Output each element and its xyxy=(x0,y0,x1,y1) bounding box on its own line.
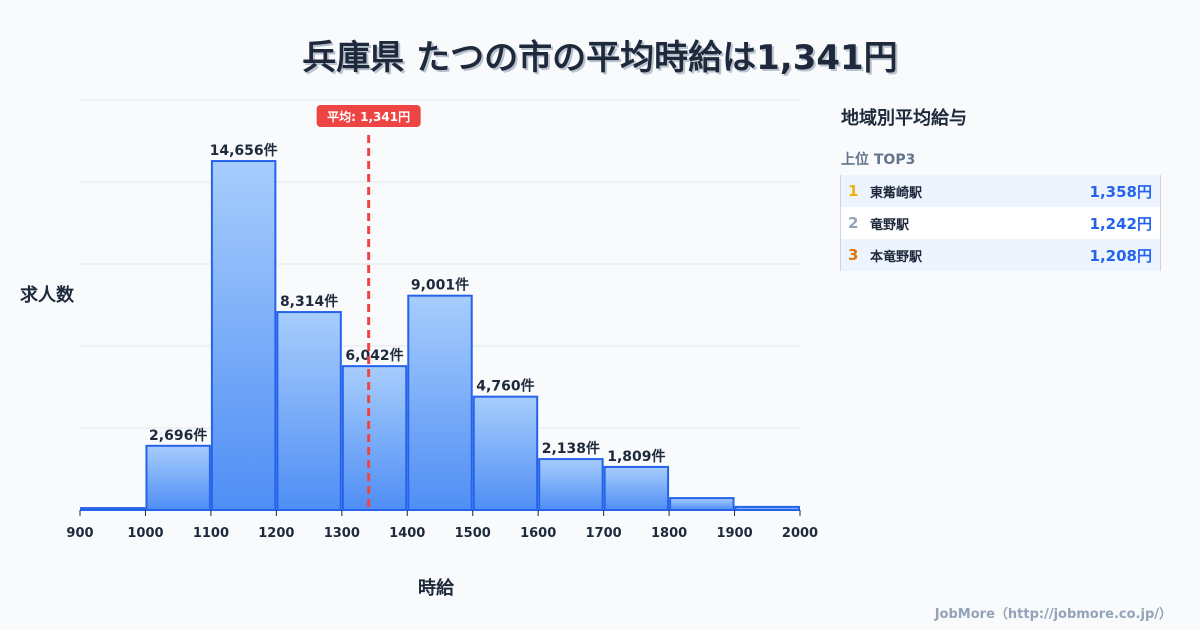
x-tick-label: 1900 xyxy=(716,526,752,541)
bar-value-label: 2,138件 xyxy=(542,440,600,457)
regional-panel-title: 地域別平均給与 xyxy=(841,108,967,129)
station-name: 本竜野駅 xyxy=(870,249,923,265)
histogram-bar xyxy=(603,465,670,511)
regional-panel-subtitle: 上位 TOP3 xyxy=(841,152,916,168)
rank-number: 2 xyxy=(848,214,859,232)
bar-value-label: 4,760件 xyxy=(476,378,534,395)
bar-value-label: 14,656件 xyxy=(210,142,278,159)
histogram-bar xyxy=(80,507,146,512)
average-wage: 1,208円 xyxy=(1089,246,1152,265)
histogram-bar xyxy=(538,458,604,512)
ranking-row: 2 竜野駅 1,242円 xyxy=(841,207,1160,239)
histogram-bar xyxy=(341,365,408,511)
x-tick-label: 1700 xyxy=(586,526,622,541)
page-title: 兵庫県 たつの市の平均時給は1,341円 xyxy=(302,38,898,78)
bar-value-label: 1,809件 xyxy=(607,448,665,465)
x-tick-label: 1600 xyxy=(520,526,556,541)
x-tick-label: 1300 xyxy=(324,526,360,541)
average-badge xyxy=(316,105,421,127)
histogram-bar xyxy=(734,505,801,511)
x-tick-label: 1200 xyxy=(258,526,294,541)
x-tick-label: 1800 xyxy=(651,526,687,541)
histogram-bar xyxy=(276,311,342,511)
bar-value-label: 2,696件 xyxy=(149,427,207,444)
ranking-table: 1 東觜崎駅 1,358円 2 竜野駅 1,242円 3 本竜野駅 1,208円 xyxy=(840,175,1161,271)
x-tick-label: 1400 xyxy=(389,526,425,541)
ranking-row: 3 本竜野駅 1,208円 xyxy=(841,239,1160,271)
bar-value-label: 8,314件 xyxy=(280,293,338,310)
rank-number: 3 xyxy=(848,246,859,264)
histogram-bar xyxy=(472,395,539,511)
average-wage: 1,358円 xyxy=(1089,182,1152,201)
x-tick-label: 1000 xyxy=(127,526,163,541)
histogram-bar xyxy=(145,444,211,511)
average-badge-label: 平均: 1,341円 xyxy=(327,109,410,124)
station-name: 東觜崎駅 xyxy=(870,185,923,201)
footer-credit: JobMore（http://jobmore.co.jp/） xyxy=(934,607,1172,622)
ranking-row: 1 東觜崎駅 1,358円 xyxy=(841,175,1160,207)
x-tick-label: 1100 xyxy=(193,526,229,541)
x-axis-label: 時給 xyxy=(418,578,454,599)
x-tick-label: 900 xyxy=(66,526,93,541)
x-tick-label: 1500 xyxy=(455,526,491,541)
bar-value-label: 6,042件 xyxy=(345,347,403,364)
rank-number: 1 xyxy=(848,182,859,200)
histogram-bar xyxy=(210,160,277,512)
station-name: 竜野駅 xyxy=(870,217,910,233)
average-wage: 1,242円 xyxy=(1089,214,1152,233)
histogram-bar xyxy=(669,497,735,512)
bar-value-label: 9,001件 xyxy=(411,277,469,294)
x-tick-label: 2000 xyxy=(782,526,818,541)
histogram-chart: 2,696件 14,656件 8,314件 6,042件 9,001件 4,760件 2,1… xyxy=(66,99,818,541)
histogram-bar xyxy=(407,294,473,512)
y-axis-label: 求人数 xyxy=(20,285,74,306)
